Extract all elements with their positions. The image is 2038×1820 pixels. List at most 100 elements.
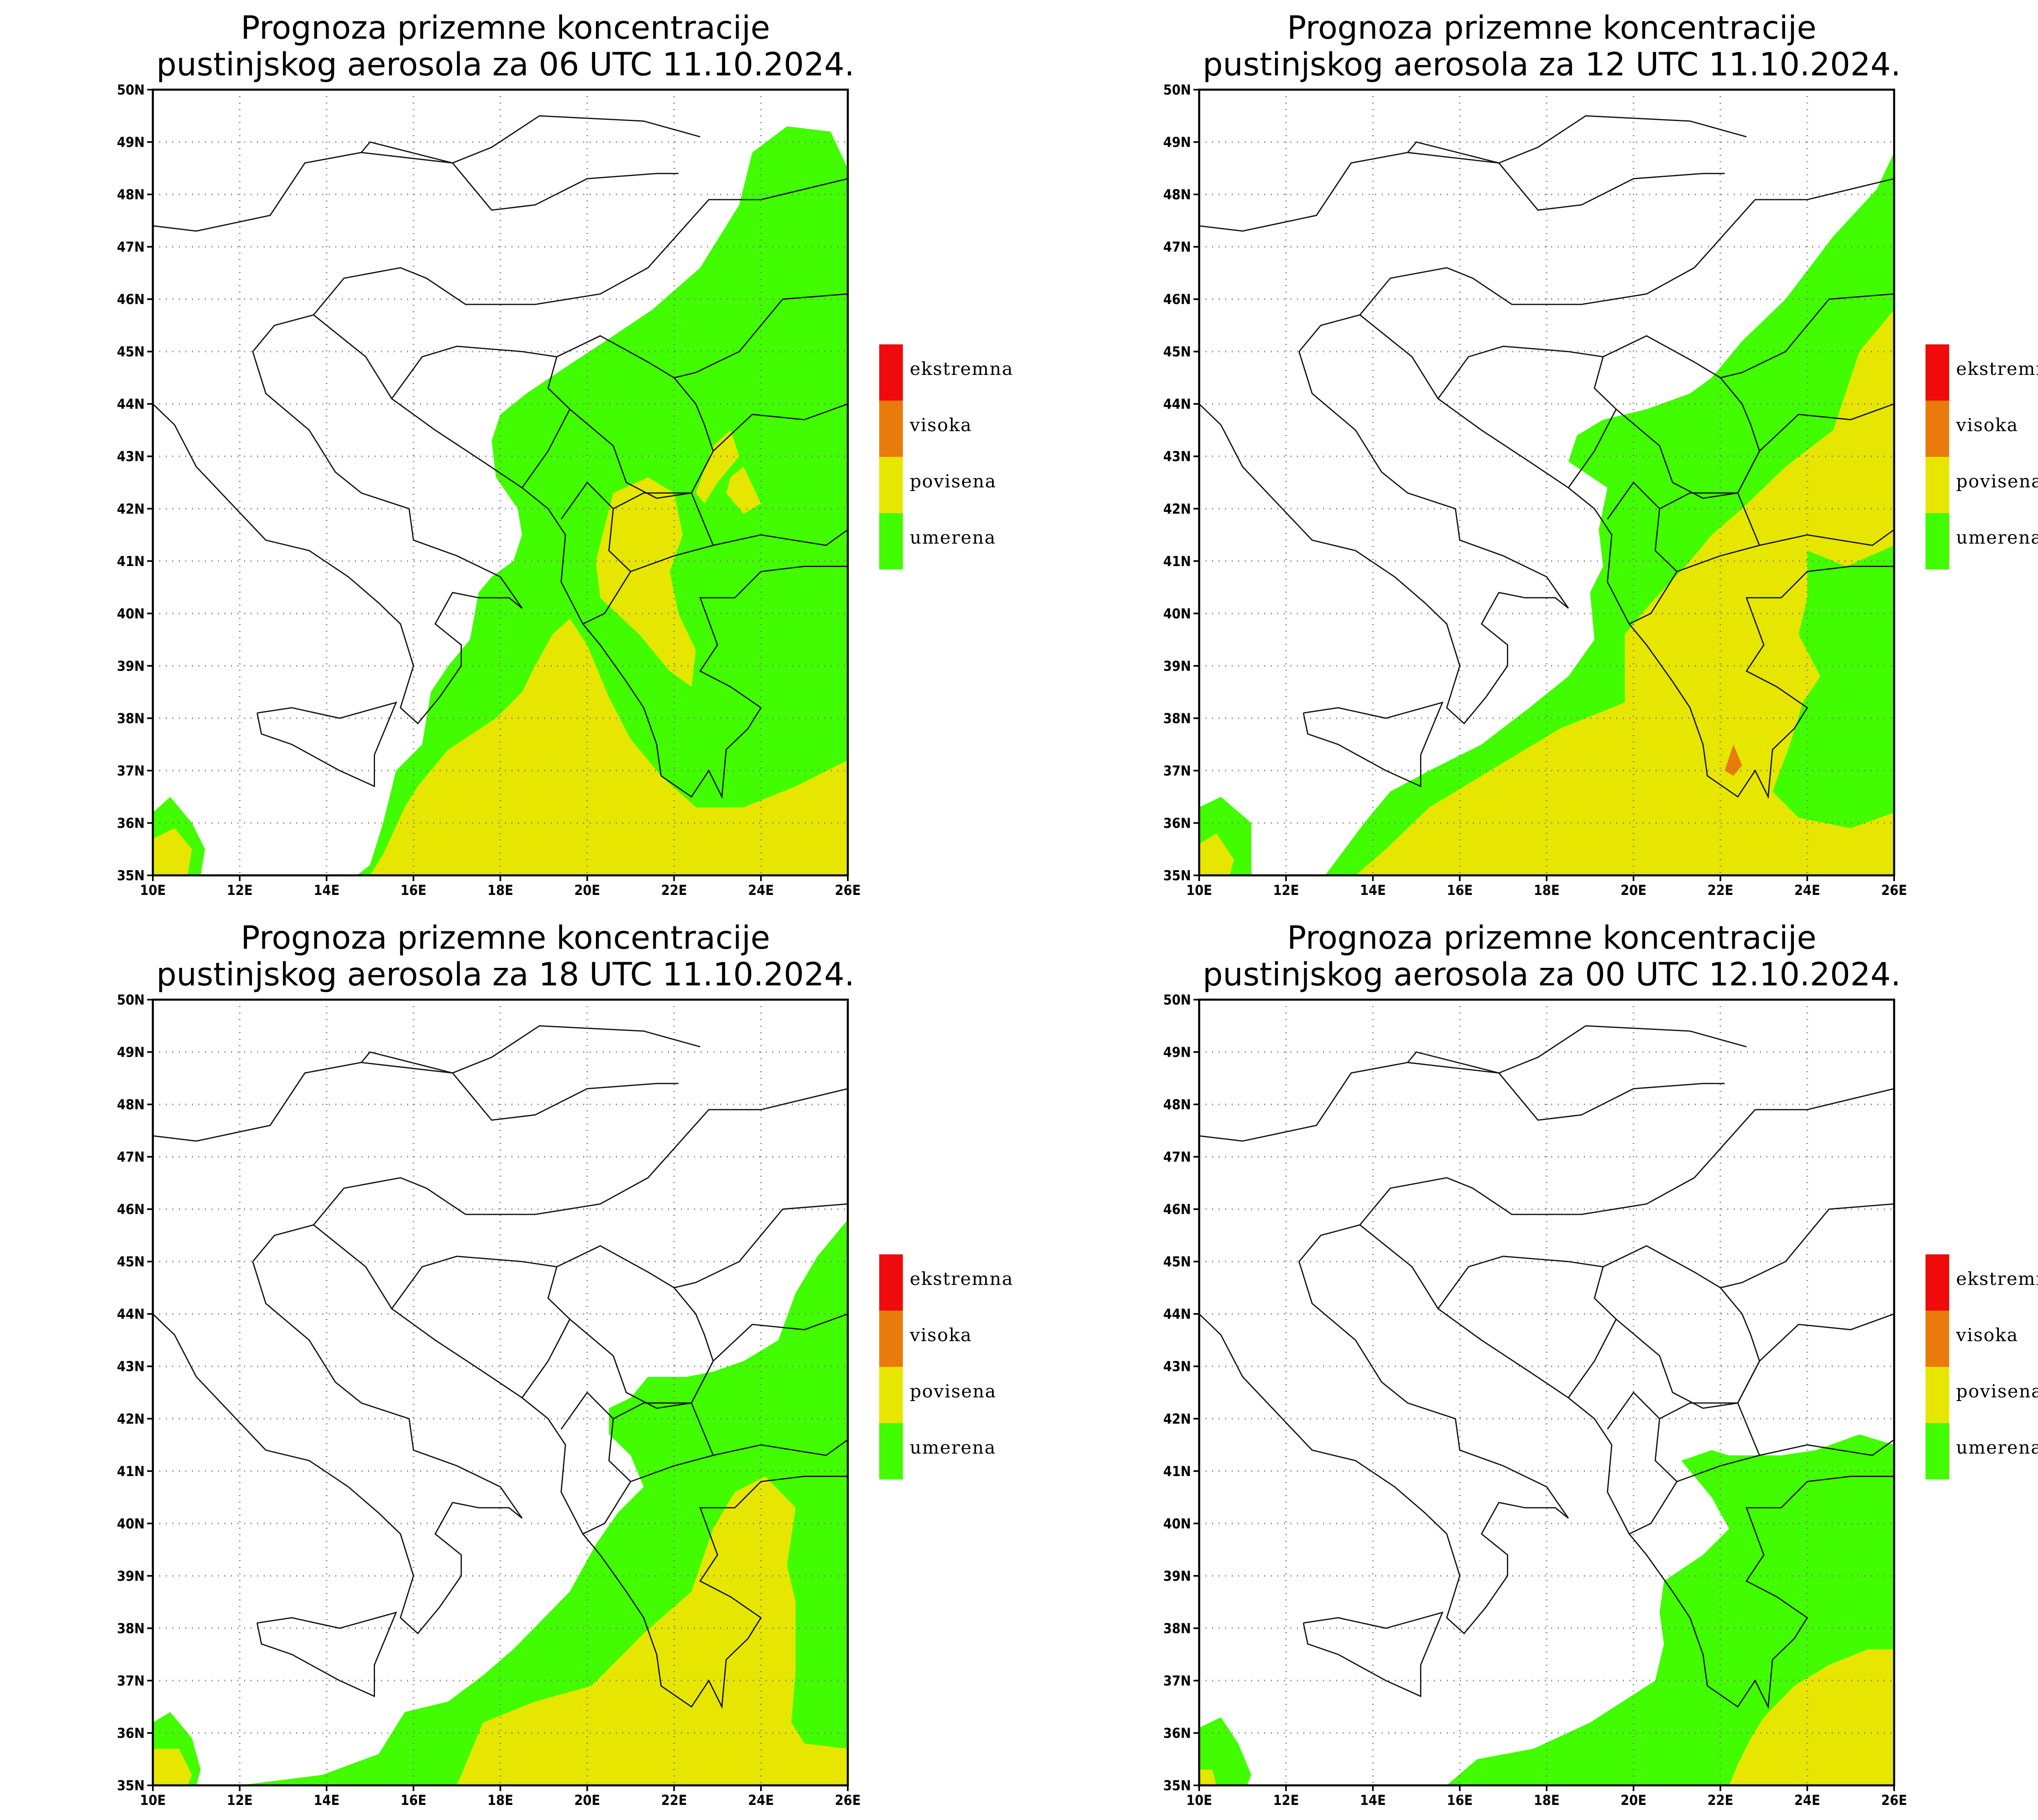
panel-title-line1: Prognoza prizemne koncentracije [241, 10, 770, 46]
region-umerena [1447, 1434, 1894, 1785]
forecast-panel-12utc: Prognoza prizemne koncentracije pustinjs… [1046, 0, 2038, 910]
border-line [556, 335, 714, 499]
legend-label-visoka: visoka [909, 1325, 972, 1346]
border-line [1603, 335, 1760, 499]
border-line [1607, 1391, 1678, 1535]
border-line [1199, 314, 1569, 725]
region-povisena [1355, 309, 1894, 875]
region-visoka [1725, 744, 1742, 776]
border-line [1737, 1313, 1894, 1404]
region-umerena [1199, 1717, 1251, 1785]
border-line [1659, 1402, 1760, 1482]
map-area [153, 90, 848, 875]
border-line [256, 1611, 397, 1697]
lat-tick-label: 37N [1163, 763, 1191, 779]
lat-tick-label: 40N [1163, 1516, 1191, 1532]
legend-swatch-umerena [1926, 1423, 1949, 1479]
lat-tick-label: 39N [1163, 1568, 1191, 1584]
lon-tick-label: 20E [1621, 882, 1646, 899]
legend-swatch-ekstremna [1926, 1254, 1949, 1311]
lat-tick-label: 43N [1163, 449, 1191, 465]
border-line [1303, 701, 1444, 787]
legend-label-umerena: umerena [910, 1437, 996, 1458]
lat-tick-label: 50N [117, 82, 145, 98]
legend-label-povisena: povisena [910, 471, 997, 492]
lat-tick-label: 44N [1163, 1306, 1191, 1322]
panel-title-line1: Prognoza prizemne koncentracije [241, 920, 770, 956]
legend-swatch-umerena [879, 1423, 903, 1479]
panel-title-line2: pustinjskog aerosola za 00 UTC 12.10.202… [1203, 956, 1901, 993]
lat-tick-label: 36N [1163, 815, 1191, 831]
legend-label-umerena: umerena [910, 527, 996, 548]
lat-tick-label: 35N [117, 868, 145, 884]
legend-swatch-umerena [879, 513, 903, 569]
border-line [1359, 1224, 1894, 1709]
map-svg: Prognoza prizemne koncentracije pustinjs… [1163, 10, 2038, 899]
legend-label-visoka: visoka [1956, 415, 2018, 436]
lon-tick-label: 20E [1621, 1792, 1646, 1809]
lon-tick-label: 10E [140, 882, 165, 899]
lat-tick-label: 40N [1163, 606, 1191, 622]
border-line [361, 1025, 701, 1074]
lat-tick-label: 47N [1163, 239, 1191, 256]
lat-tick-label: 49N [1163, 134, 1191, 151]
border-line [1737, 403, 1894, 494]
lat-tick-label: 48N [1163, 187, 1191, 203]
lat-tick-label: 40N [117, 606, 145, 622]
lat-tick-label: 39N [117, 658, 145, 674]
legend-swatch-visoka [879, 1311, 903, 1367]
legend-label-ekstremna: ekstremna [1956, 359, 2038, 379]
lon-tick-label: 18E [487, 1792, 513, 1809]
map-svg: Prognoza prizemne koncentracije pustinjs… [117, 920, 1013, 1809]
lat-tick-label: 41N [1163, 553, 1191, 570]
border-line [674, 293, 848, 379]
border-line [361, 115, 701, 164]
border-line [313, 314, 848, 799]
forecast-panel-06utc: Prognoza prizemne koncentracije pustinjs… [0, 0, 1046, 910]
lat-tick-label: 38N [1163, 1620, 1191, 1637]
panel-title-line1: Prognoza prizemne koncentracije [1287, 10, 1817, 46]
lon-tick-label: 26E [835, 882, 860, 899]
lat-tick-label: 41N [1163, 1463, 1191, 1480]
lat-tick-label: 48N [117, 187, 145, 203]
lat-tick-label: 37N [1163, 1673, 1191, 1689]
lat-tick-label: 49N [1163, 1044, 1191, 1061]
border-line [1407, 1025, 1747, 1074]
lat-tick-label: 45N [117, 344, 145, 360]
lat-tick-label: 36N [117, 815, 145, 831]
legend-swatch-ekstremna [879, 1254, 903, 1311]
lat-tick-label: 41N [117, 553, 145, 570]
border-line [691, 1313, 848, 1404]
forecast-panel-00utc: Prognoza prizemne koncentracije pustinjs… [1046, 910, 2038, 1820]
border-line [1603, 1245, 1760, 1409]
border-line [713, 1439, 848, 1456]
legend-swatch-ekstremna [879, 344, 903, 401]
border-line [1659, 492, 1760, 572]
lat-tick-label: 35N [1163, 1778, 1191, 1794]
legend-label-povisena: povisena [910, 1381, 997, 1402]
lat-tick-label: 38N [1163, 710, 1191, 727]
region-povisena [370, 619, 848, 875]
lon-tick-label: 22E [1707, 1792, 1733, 1809]
legend-label-ekstremna: ekstremna [910, 359, 1013, 379]
legend-label-povisena: povisena [1956, 1381, 2038, 1402]
legend-swatch-ekstremna [1926, 344, 1949, 401]
lat-tick-label: 39N [1163, 658, 1191, 674]
lon-tick-label: 24E [748, 882, 774, 899]
legend-label-umerena: umerena [1956, 1437, 2038, 1458]
lon-tick-label: 14E [314, 1792, 340, 1809]
region-umerena [357, 126, 848, 875]
border-line [1359, 178, 1894, 315]
region-povisena [153, 1749, 192, 1785]
lon-tick-label: 18E [487, 882, 513, 899]
map-area [1199, 1000, 1894, 1785]
border-line [613, 492, 714, 572]
legend-swatch-visoka [879, 401, 903, 457]
border-line [1359, 1088, 1894, 1225]
border-line [560, 1391, 632, 1535]
border-line [1720, 1203, 1894, 1289]
lat-tick-label: 45N [1163, 1254, 1191, 1270]
border-line [556, 1245, 714, 1409]
region-povisena [726, 467, 761, 514]
lon-tick-label: 14E [1360, 882, 1386, 899]
